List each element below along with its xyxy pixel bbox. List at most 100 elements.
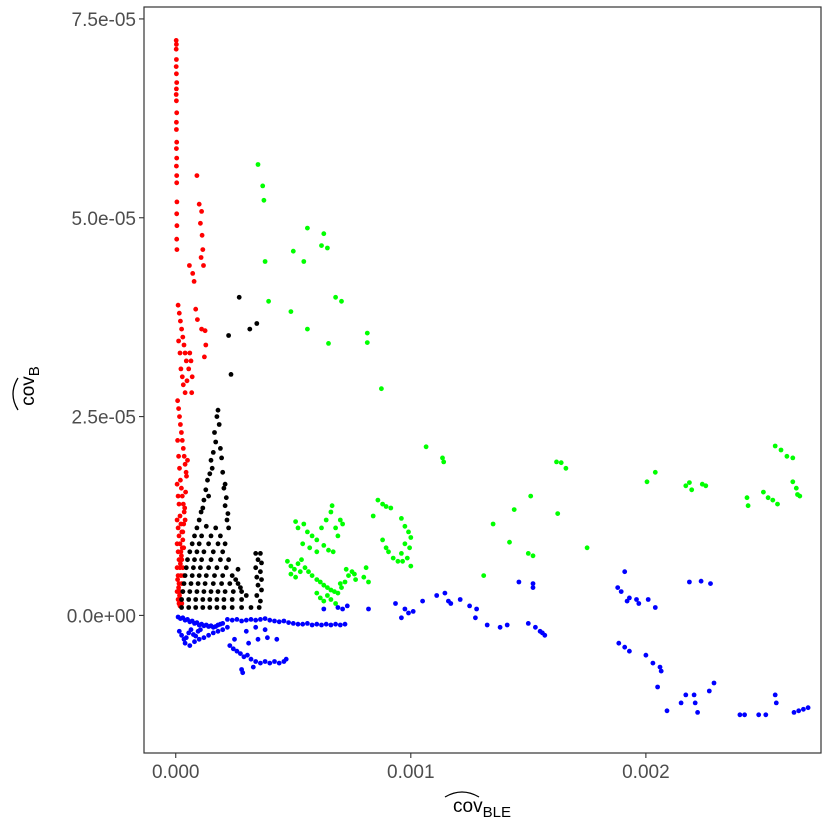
point-black — [207, 605, 213, 610]
point-black — [193, 605, 199, 610]
point-blue — [616, 640, 622, 646]
point-blue — [262, 659, 268, 664]
point-green — [407, 545, 412, 551]
point-red — [174, 127, 179, 132]
point-green — [335, 590, 341, 596]
point-green — [528, 493, 534, 499]
point-red — [180, 446, 186, 451]
point-green — [317, 579, 323, 585]
y-axis-title-main: cov — [18, 376, 39, 406]
x-axis-title-main: cov — [453, 796, 483, 817]
point-black — [226, 557, 232, 563]
point-green — [687, 480, 692, 485]
point-red — [175, 549, 181, 555]
point-blue — [193, 633, 199, 639]
point-black — [196, 517, 202, 523]
point-black — [187, 589, 193, 594]
point-blue — [300, 621, 306, 627]
point-green — [326, 341, 331, 346]
point-black — [183, 565, 189, 571]
point-green — [321, 598, 327, 604]
point-blue — [678, 700, 684, 706]
point-green — [784, 453, 790, 459]
point-green — [440, 455, 445, 461]
x-axis-title-subscript: BLE — [483, 804, 511, 821]
point-red — [176, 453, 182, 459]
point-green — [330, 549, 336, 555]
point-green — [366, 579, 371, 585]
point-blue — [210, 630, 216, 636]
point-red — [175, 438, 181, 443]
point-black — [200, 597, 206, 602]
point-green — [325, 585, 330, 590]
point-green — [375, 497, 381, 503]
point-green — [765, 495, 771, 501]
x-axis-title: covBLE — [453, 796, 511, 821]
point-red — [179, 430, 184, 435]
point-green — [317, 595, 323, 601]
point-blue — [410, 609, 416, 614]
point-red — [174, 71, 179, 77]
point-red — [183, 489, 189, 495]
point-blue — [192, 639, 197, 645]
point-red — [201, 263, 206, 268]
point-black — [196, 541, 202, 547]
point-black — [235, 581, 241, 586]
point-red — [175, 398, 181, 404]
point-red — [180, 537, 186, 543]
point-black — [201, 549, 207, 555]
point-black — [181, 581, 187, 586]
point-green — [379, 386, 384, 392]
point-blue — [467, 603, 472, 609]
point-black — [193, 597, 199, 602]
point-green — [335, 533, 341, 539]
point-green — [361, 574, 367, 580]
point-blue — [337, 622, 343, 628]
point-black — [220, 549, 226, 555]
point-black — [259, 577, 264, 582]
point-red — [174, 119, 179, 125]
point-blue — [711, 680, 717, 686]
point-red — [176, 406, 182, 411]
point-green — [683, 483, 689, 489]
point-black — [194, 549, 200, 555]
y-axis-title-subscript: B — [26, 366, 43, 376]
point-black — [213, 525, 219, 531]
point-black — [229, 573, 235, 578]
point-blue — [650, 660, 656, 666]
point-green — [404, 555, 410, 561]
point-green — [584, 545, 590, 551]
point-red — [195, 317, 200, 322]
point-green — [346, 573, 351, 578]
point-red — [183, 469, 189, 475]
point-red — [174, 481, 180, 487]
point-blue — [484, 622, 490, 628]
point-green — [329, 503, 335, 509]
point-green — [337, 517, 343, 523]
point-black — [187, 549, 193, 555]
point-black — [196, 573, 202, 578]
point-green — [295, 525, 301, 531]
point-red — [174, 589, 180, 594]
point-blue — [265, 635, 270, 641]
point-blue — [497, 624, 503, 630]
point-red — [177, 513, 183, 519]
point-green — [261, 197, 267, 203]
point-blue — [737, 712, 743, 718]
point-red — [173, 38, 179, 43]
point-red — [198, 220, 203, 226]
point-black — [201, 497, 207, 503]
point-red — [193, 306, 199, 312]
point-red — [179, 485, 184, 491]
point-black — [235, 566, 241, 572]
point-red — [174, 42, 179, 47]
point-green — [339, 298, 344, 304]
point-green — [309, 533, 315, 539]
point-blue — [340, 606, 345, 612]
point-black — [221, 485, 227, 491]
point-green — [772, 443, 778, 449]
point-green — [333, 294, 338, 300]
point-blue — [542, 632, 548, 638]
point-red — [174, 236, 180, 242]
point-red — [182, 517, 188, 523]
